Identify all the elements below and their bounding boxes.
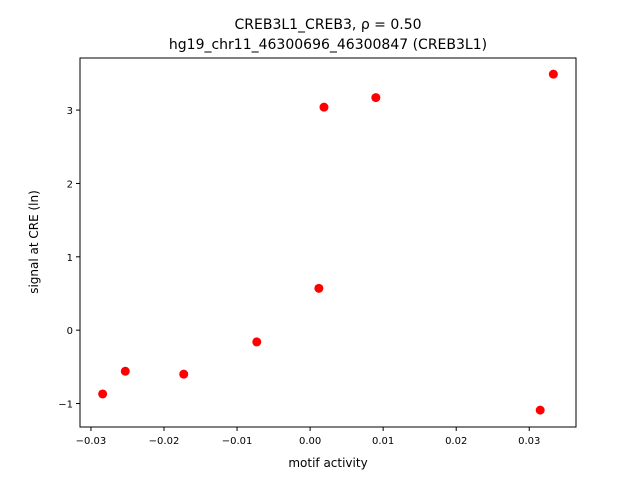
data-point [548, 69, 558, 79]
data-point [252, 337, 262, 347]
y-tick-label: 1 [67, 253, 73, 264]
data-point [98, 389, 108, 399]
data-point [120, 366, 130, 376]
x-tick-label: 0.03 [518, 436, 540, 447]
y-tick-label: 2 [67, 179, 73, 190]
plot-frame [79, 57, 577, 428]
data-point [535, 405, 545, 415]
data-point [371, 93, 381, 103]
data-point [314, 283, 324, 293]
x-tick-label: −0.03 [76, 436, 107, 447]
x-tick-label: 0.02 [445, 436, 467, 447]
x-tick-label: 0.01 [372, 436, 394, 447]
chart-title-line2: hg19_chr11_46300696_46300847 (CREB3L1) [169, 37, 487, 53]
chart-title-line1: CREB3L1_CREB3, ρ = 0.50 [234, 17, 421, 33]
y-tick-label: −1 [58, 400, 73, 411]
x-tick-label: −0.01 [222, 436, 253, 447]
y-axis-label: signal at CRE (ln) [27, 190, 41, 294]
x-tick-label: −0.02 [149, 436, 180, 447]
x-tick-label: 0.00 [299, 436, 321, 447]
data-point [319, 102, 329, 112]
y-tick-label: 0 [67, 326, 73, 337]
data-point [179, 369, 189, 379]
y-tick-label: 3 [67, 106, 73, 117]
x-axis-label: motif activity [288, 456, 367, 470]
